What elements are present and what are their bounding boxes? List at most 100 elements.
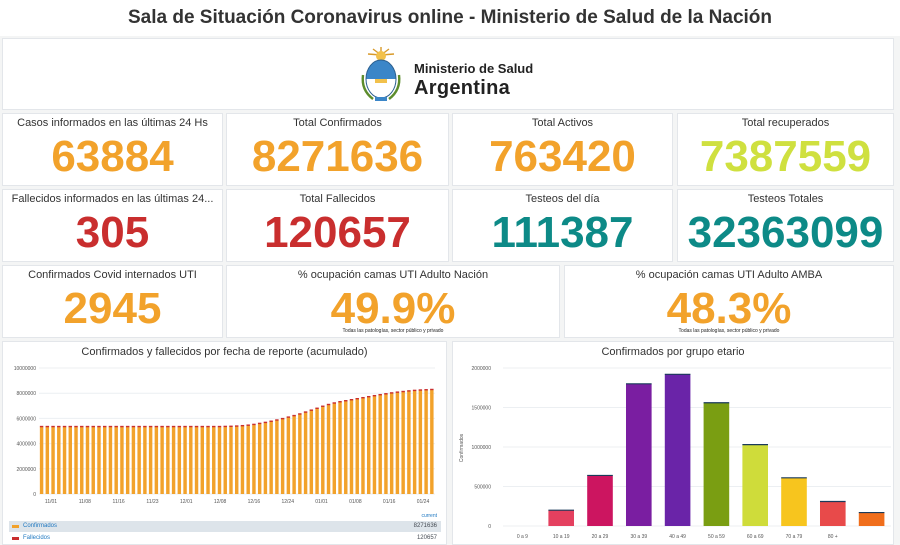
marker-fallecidos — [51, 425, 55, 428]
marker-fallecidos — [315, 407, 319, 409]
stat-title: Total recuperados — [741, 117, 830, 129]
bar-confirmados — [303, 412, 308, 494]
y-tick-label: 10000000 — [14, 366, 36, 372]
bar-confirmados — [154, 426, 159, 494]
x-tick-label: 12/16 — [248, 499, 261, 505]
ministerio-logo: Ministerio de Salud Argentina — [359, 45, 559, 105]
stat-card-fallecidos-24h: Fallecidos informados en las últimas 24.… — [2, 189, 223, 262]
stat-value: 111387 — [491, 208, 634, 257]
bar-confirmados — [114, 426, 118, 494]
page-header: Sala de Situación Coronavirus online - M… — [0, 0, 900, 36]
bar-confirmados — [309, 410, 314, 494]
bar-confirmados — [80, 426, 84, 494]
marker-fallecidos — [217, 425, 222, 428]
marker-fallecidos — [303, 411, 308, 413]
bar-confirmados — [91, 426, 95, 494]
stat-card-total-fallecidos: Total Fallecidos 120657 — [226, 189, 449, 262]
bar-30-a-39 — [625, 383, 652, 526]
stat-value: 120657 — [264, 208, 411, 257]
x-tick-label: 01/16 — [383, 499, 396, 505]
marker-fallecidos — [206, 425, 210, 428]
bar-confirmados — [85, 426, 90, 494]
stat-card-ocupacion-amba: % ocupación camas UTI Adulto AMBA 48.3% … — [564, 265, 894, 338]
marker-fallecidos — [361, 396, 365, 399]
bar-confirmados — [125, 426, 130, 494]
legend-swatch — [12, 525, 19, 528]
x-tick-label: 11/08 — [79, 499, 91, 505]
bar-confirmados — [366, 396, 371, 494]
marker-fallecidos — [114, 425, 118, 428]
stat-note: Todas las patologías, sector público y p… — [342, 328, 444, 334]
marker-fallecidos — [378, 393, 382, 396]
stat-title: Testeos Totales — [747, 193, 824, 205]
bar-50-a-59 — [703, 402, 730, 526]
bar-confirmados — [45, 426, 50, 494]
x-tick-label: 11/16 — [113, 499, 125, 505]
marker-fallecidos — [212, 425, 216, 428]
bar-confirmados — [223, 426, 227, 494]
bar-confirmados — [68, 426, 72, 494]
bar-confirmados — [372, 395, 377, 494]
bar-confirmados — [206, 426, 210, 494]
bar-confirmados — [189, 426, 193, 494]
stat-title: Confirmados Covid internados UTI — [28, 269, 197, 281]
bar-confirmados — [97, 426, 101, 494]
bar-confirmados — [177, 426, 182, 494]
x-tick-label: 70 a 79 — [786, 534, 803, 540]
y-tick-label: 0 — [488, 524, 491, 530]
legend-item-fallecidos[interactable]: Fallecidos 120657 — [9, 533, 441, 544]
bar-60-a-69 — [742, 444, 769, 526]
marker-fallecidos — [148, 425, 153, 428]
stat-title: Fallecidos informados en las últimas 24.… — [11, 193, 214, 205]
bar-confirmados — [275, 420, 279, 494]
legend-header: current — [421, 513, 437, 519]
stat-card-ocupacion-nacion: % ocupación camas UTI Adulto Nación 49.9… — [226, 265, 560, 338]
bar-confirmados — [280, 418, 285, 494]
bar-confirmados — [418, 390, 423, 494]
y-axis-label: Confirmados — [459, 433, 465, 462]
chart-title: Confirmados y fallecidos por fecha de re… — [81, 346, 368, 358]
legend-item-confirmados[interactable]: Confirmados 8271636 — [9, 521, 441, 532]
cumulative-chart: 0 2000000 4000000 6000000 8000000 10000000 11/… — [14, 366, 435, 505]
bar-80-+ — [819, 501, 846, 526]
logo-line2: Argentina — [414, 77, 511, 99]
stat-card-casos-24h: Casos informados en las últimas 24 Hs 63… — [2, 113, 223, 186]
bar-confirmados — [384, 394, 388, 494]
x-tick-label: 50 a 59 — [708, 534, 725, 540]
stat-value: 32363099 — [687, 208, 884, 257]
bar-confirmados — [298, 414, 302, 494]
chart-title: Confirmados por grupo etario — [601, 346, 745, 358]
marker-fallecidos — [344, 400, 348, 402]
x-tick-label: 01/08 — [349, 499, 362, 505]
stat-title: % ocupación camas UTI Adulto Nación — [297, 269, 489, 281]
marker-fallecidos — [407, 390, 411, 392]
bar-confirmados — [51, 426, 55, 494]
y-tick-label: 4000000 — [17, 442, 37, 448]
stat-value: 2945 — [63, 284, 162, 333]
x-tick-label: 12/24 — [281, 499, 294, 505]
bar-confirmados — [120, 426, 124, 494]
marker-fallecidos — [102, 425, 107, 428]
marker-fallecidos — [160, 425, 164, 428]
marker-fallecidos — [326, 403, 331, 406]
marker-fallecidos — [200, 425, 204, 428]
marker-fallecidos — [45, 425, 50, 428]
marker-fallecidos — [389, 392, 394, 394]
marker-fallecidos — [424, 389, 428, 391]
marker-fallecidos — [384, 393, 388, 395]
logo-line1: Ministerio de Salud — [414, 61, 534, 76]
stat-value: 8271636 — [251, 132, 424, 181]
marker-fallecidos — [80, 425, 84, 428]
bar-confirmados — [183, 426, 187, 494]
bar-40-a-49 — [664, 374, 691, 526]
bar-confirmados — [361, 397, 365, 494]
marker-fallecidos — [194, 425, 199, 428]
x-tick-label: 60 a 69 — [747, 534, 764, 540]
y-tick-label: 6000000 — [17, 416, 37, 422]
bar-confirmados — [395, 392, 400, 494]
stat-card-internados-uti: Confirmados Covid internados UTI 2945 — [2, 265, 223, 338]
marker-fallecidos — [131, 425, 136, 428]
bar-confirmados — [332, 403, 336, 494]
bar-confirmados — [102, 426, 107, 494]
x-tick-label: 01/01 — [315, 499, 328, 505]
